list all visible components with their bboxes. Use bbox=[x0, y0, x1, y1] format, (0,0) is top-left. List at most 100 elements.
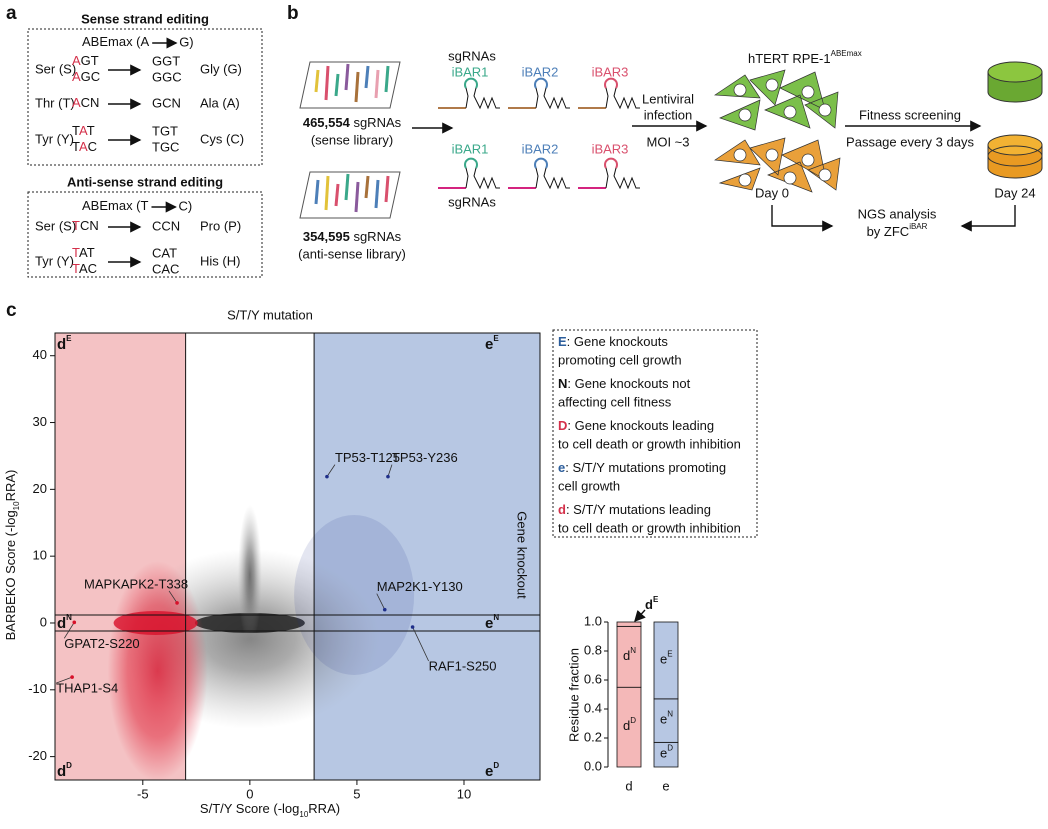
cell-line: hTERT RPE-1ABEmax bbox=[748, 49, 862, 66]
codon-rest: T bbox=[87, 123, 95, 138]
sup: E bbox=[493, 334, 499, 343]
labeled-point bbox=[72, 620, 77, 625]
annotation-arrow bbox=[634, 609, 646, 623]
sup: N bbox=[667, 710, 673, 719]
sup: E bbox=[653, 595, 659, 604]
sup: N bbox=[630, 646, 636, 655]
residue-to: Cys (C) bbox=[200, 131, 244, 146]
labeled-point bbox=[382, 607, 387, 612]
ibar-loop bbox=[464, 77, 478, 89]
sgrna-scaffold bbox=[464, 158, 500, 190]
base: hTERT RPE-1 bbox=[748, 51, 831, 66]
leader-line bbox=[63, 622, 75, 639]
codon-rest: GC bbox=[81, 69, 101, 84]
ibar-loop bbox=[604, 157, 618, 169]
count: 354,595 bbox=[303, 229, 350, 244]
sgrna-scaffold bbox=[604, 78, 640, 110]
unit: sgRNAs bbox=[350, 229, 402, 244]
sup: iBAR bbox=[909, 222, 927, 231]
base: e bbox=[485, 763, 493, 780]
library-plate bbox=[299, 61, 401, 109]
y-tick-label: 0.6 bbox=[584, 671, 602, 686]
enzyme: ABEmax (A bbox=[82, 34, 150, 49]
panel-label: a bbox=[6, 3, 17, 24]
post: RRA) bbox=[308, 801, 340, 816]
residue-to: Gly (G) bbox=[200, 61, 242, 76]
sgrna-scaffold bbox=[534, 158, 570, 190]
legend-text: promoting cell growth bbox=[558, 352, 682, 367]
y-tick-label: -10 bbox=[28, 681, 47, 696]
sub: 10 bbox=[12, 501, 21, 510]
quadrant-label: dE bbox=[57, 334, 72, 353]
codon-product: GGT bbox=[152, 53, 180, 68]
box bbox=[27, 28, 263, 166]
ibar-loop bbox=[464, 157, 478, 169]
count: 465,554 bbox=[303, 115, 351, 130]
x-tick-label: 0 bbox=[246, 786, 253, 801]
step-label: NGS analysis bbox=[858, 206, 937, 221]
codon-product: TGC bbox=[152, 139, 179, 154]
codon: TAT bbox=[72, 123, 95, 138]
arrow bbox=[771, 205, 834, 232]
density-blue bbox=[294, 514, 415, 675]
unit: sgRNAs bbox=[350, 115, 402, 130]
bar-segment bbox=[653, 698, 679, 743]
quadrant-label: eE bbox=[485, 334, 499, 353]
codon-product: TGT bbox=[152, 123, 178, 138]
point-label: MAP2K1-Y130 bbox=[377, 579, 463, 594]
right-axis-label: Gene knockout bbox=[515, 511, 530, 599]
y-axis-label: Residue fraction bbox=[566, 648, 581, 742]
base: e bbox=[485, 615, 493, 632]
legend-text: : S/T/Y mutations promoting bbox=[565, 460, 726, 475]
leader-line bbox=[326, 464, 336, 477]
codon-hit: T bbox=[72, 261, 80, 276]
legend-key: e bbox=[558, 460, 565, 475]
base: d bbox=[57, 615, 66, 632]
point-label: TP53-T125 bbox=[335, 450, 400, 465]
leader-line bbox=[168, 590, 178, 604]
sup: E bbox=[667, 650, 672, 659]
y-tick-label: -20 bbox=[28, 748, 47, 763]
enzyme-product: G) bbox=[179, 34, 193, 49]
bar-segment bbox=[616, 686, 642, 768]
codon: AGC bbox=[72, 69, 100, 84]
y-tick-label: 0.4 bbox=[584, 700, 602, 715]
y-tick-label: 1.0 bbox=[584, 613, 602, 628]
ibar-loop bbox=[534, 77, 548, 89]
codon-rest: C bbox=[88, 139, 97, 154]
sup: D bbox=[667, 744, 673, 753]
step-label: Lentiviral bbox=[642, 91, 694, 106]
day-label: Day 0 bbox=[755, 185, 789, 200]
enzyme-name: ABEmax (T bbox=[82, 198, 149, 213]
codon-hit: A bbox=[72, 53, 81, 68]
y-axis-label: BARBEKO Score (-log10RRA) bbox=[3, 470, 21, 641]
base: e bbox=[660, 746, 667, 761]
legend-text: : Gene knockouts not bbox=[567, 376, 690, 391]
density-red-core bbox=[113, 610, 198, 635]
y-tick-label: 20 bbox=[33, 481, 47, 496]
x-tick-label: -5 bbox=[137, 786, 149, 801]
codon-product: GGC bbox=[152, 69, 182, 84]
legend-key: D bbox=[558, 418, 567, 433]
y-tick-label: 0.0 bbox=[584, 758, 602, 773]
sub: 10 bbox=[299, 810, 308, 819]
codon-pre: T bbox=[72, 139, 80, 154]
legend-entry: e: S/T/Y mutations promoting bbox=[558, 460, 726, 475]
legend-text: to cell death or growth inhibition bbox=[558, 520, 741, 535]
day-label: Day 24 bbox=[994, 185, 1035, 200]
base: d bbox=[623, 648, 630, 663]
legend-entry: D: Gene knockouts leading bbox=[558, 418, 714, 433]
codon-product: CAC bbox=[152, 261, 179, 276]
label: dE bbox=[645, 595, 659, 612]
residue-to: Ala (A) bbox=[200, 95, 240, 110]
base: e bbox=[485, 336, 493, 353]
labeled-point bbox=[410, 625, 415, 629]
legend-box bbox=[552, 329, 758, 538]
codon-hit: T bbox=[72, 218, 80, 233]
sgrna-diagrams: iBAR1 iBAR2 iBAR3 iBAR1 iBAR2 iBAR3 bbox=[438, 64, 640, 190]
ibar-label: iBAR3 bbox=[592, 141, 629, 156]
legend-entry: E: Gene knockouts bbox=[558, 334, 668, 349]
codon-hit: T bbox=[72, 245, 80, 260]
residue-to: His (H) bbox=[200, 253, 240, 268]
panel-label: c bbox=[6, 300, 17, 321]
